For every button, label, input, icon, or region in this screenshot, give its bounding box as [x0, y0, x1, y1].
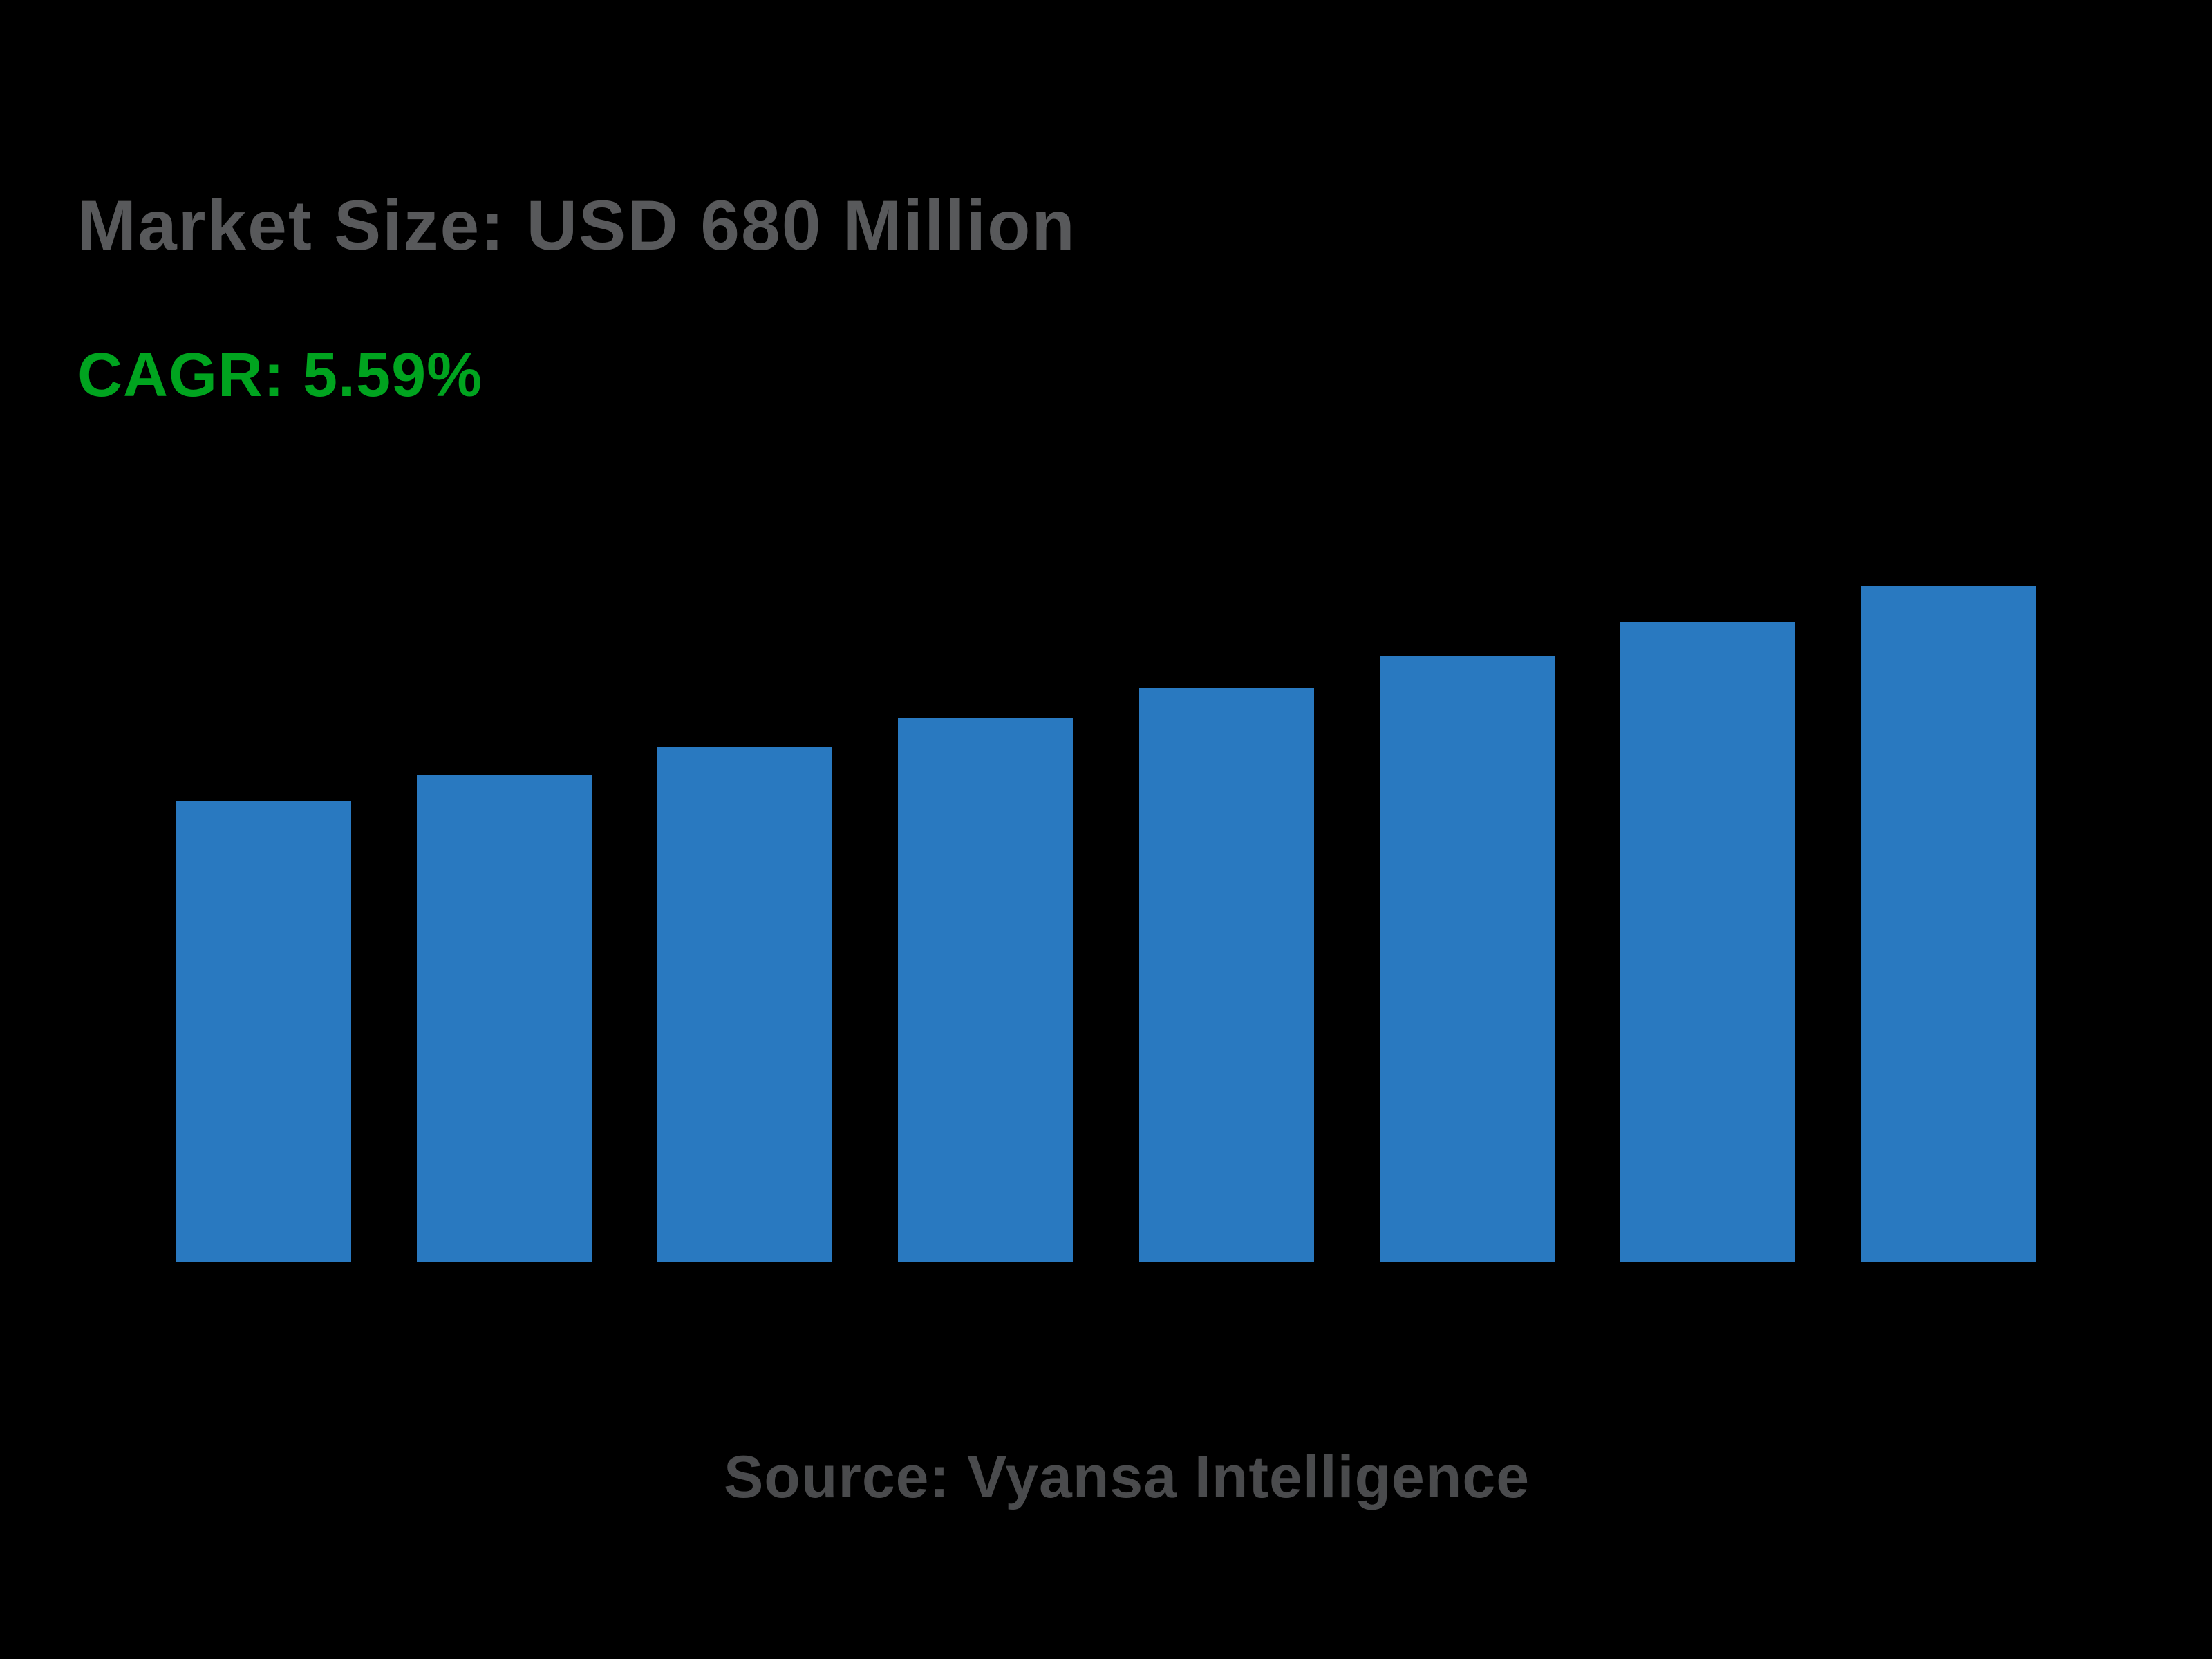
bar-series-0-item-2 — [657, 747, 833, 1262]
bar-series-0-item-7 — [1860, 586, 2036, 1262]
bar-series-0-item-0 — [176, 801, 351, 1262]
bar-series-0-item-5 — [1379, 656, 1555, 1262]
bar-series-0-item-3 — [898, 718, 1074, 1262]
bar-series-0-item-6 — [1620, 622, 1795, 1262]
bar-chart-plot-area — [176, 586, 2036, 1262]
chart-title: Market Size: USD 680 Million — [77, 186, 1076, 265]
chart-cagr-label: CAGR: 5.59% — [77, 341, 483, 410]
bar-series-0-item-4 — [1138, 688, 1314, 1262]
chart-source-note: Source: Vyansa Intelligence — [723, 1444, 1530, 1510]
bar-series-0-item-1 — [417, 775, 592, 1262]
